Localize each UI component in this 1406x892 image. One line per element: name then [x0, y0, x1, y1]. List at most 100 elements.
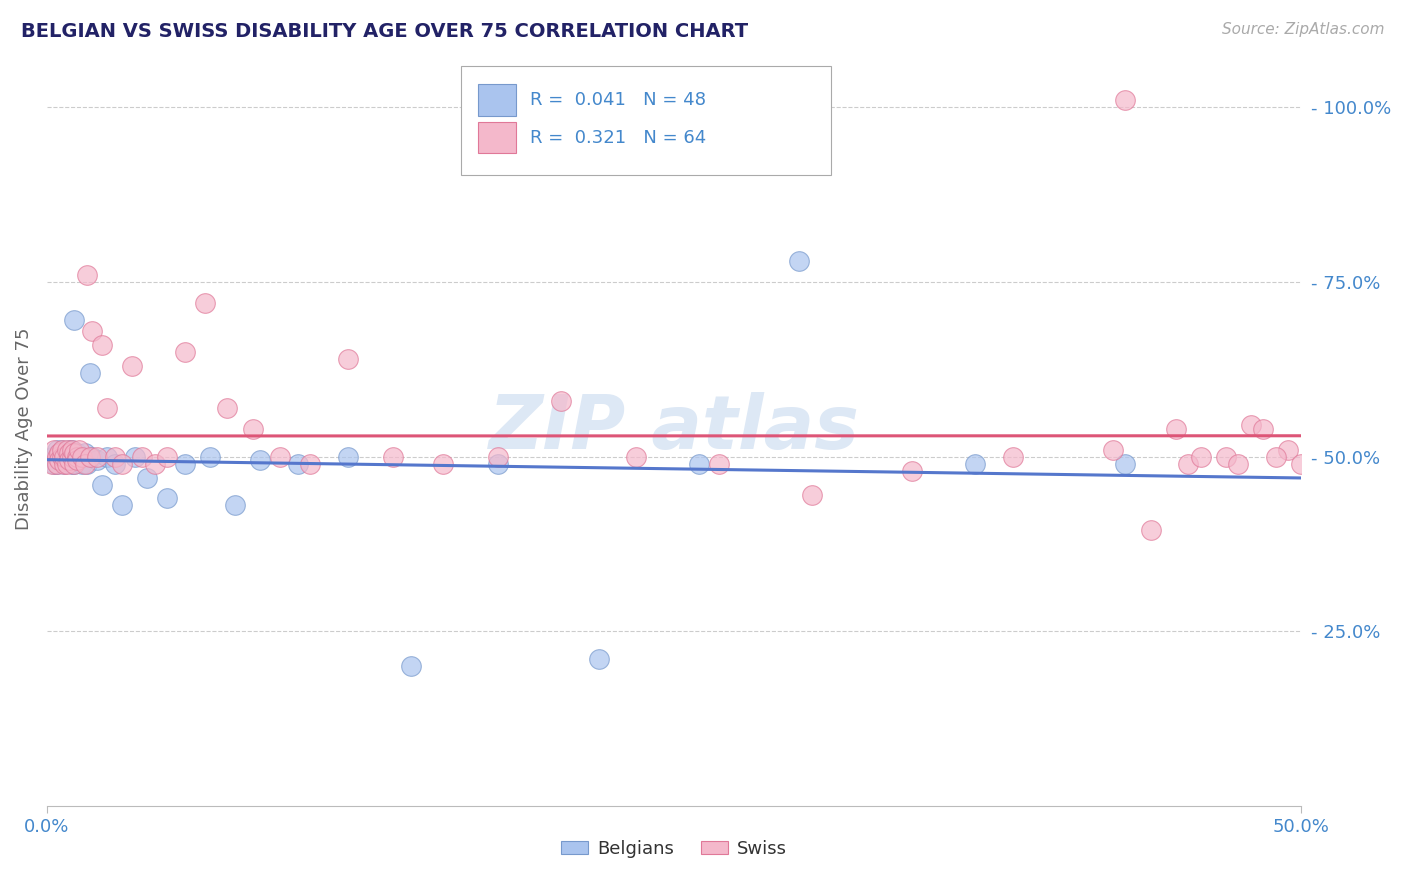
- Point: [626, 450, 648, 464]
- Point: [173, 344, 195, 359]
- Point: [76, 457, 98, 471]
- Point: [58, 450, 80, 464]
- Point: [156, 450, 179, 464]
- Point: [336, 450, 359, 464]
- Point: [41, 457, 63, 471]
- Point: [80, 324, 103, 338]
- Point: [44, 442, 66, 457]
- Point: [1102, 442, 1125, 457]
- Point: [51, 450, 73, 464]
- Point: [789, 253, 811, 268]
- Point: [48, 453, 70, 467]
- Point: [45, 457, 67, 471]
- Point: [79, 366, 101, 380]
- Point: [48, 446, 70, 460]
- Point: [143, 457, 166, 471]
- Point: [80, 450, 103, 464]
- Point: [51, 442, 73, 457]
- Point: [58, 453, 80, 467]
- Point: [56, 446, 79, 460]
- Point: [60, 450, 83, 464]
- Point: [1164, 421, 1187, 435]
- Point: [60, 457, 83, 471]
- Point: [382, 450, 405, 464]
- Text: R =  0.041   N = 48: R = 0.041 N = 48: [530, 91, 706, 109]
- Point: [60, 442, 83, 457]
- FancyBboxPatch shape: [461, 66, 831, 176]
- Point: [69, 442, 91, 457]
- Text: Source: ZipAtlas.com: Source: ZipAtlas.com: [1222, 22, 1385, 37]
- Point: [111, 457, 134, 471]
- Point: [73, 457, 96, 471]
- Text: BELGIAN VS SWISS DISABILITY AGE OVER 75 CORRELATION CHART: BELGIAN VS SWISS DISABILITY AGE OVER 75 …: [21, 22, 748, 41]
- Point: [131, 450, 153, 464]
- Point: [79, 450, 101, 464]
- Point: [173, 457, 195, 471]
- Point: [1177, 457, 1199, 471]
- FancyBboxPatch shape: [478, 84, 516, 116]
- Point: [336, 351, 359, 366]
- Point: [63, 457, 86, 471]
- Point: [96, 450, 118, 464]
- Point: [53, 450, 76, 464]
- Point: [63, 446, 86, 460]
- Point: [76, 268, 98, 282]
- Point: [249, 453, 271, 467]
- Point: [73, 446, 96, 460]
- Point: [66, 446, 89, 460]
- Point: [41, 450, 63, 464]
- Point: [91, 337, 114, 351]
- Point: [299, 457, 322, 471]
- Point: [269, 450, 291, 464]
- Point: [56, 453, 79, 467]
- Point: [60, 450, 83, 464]
- Text: ZIP atlas: ZIP atlas: [488, 392, 859, 465]
- Point: [51, 450, 73, 464]
- Point: [550, 393, 572, 408]
- Point: [56, 457, 79, 471]
- Point: [45, 450, 67, 464]
- Point: [104, 457, 127, 471]
- Point: [224, 499, 246, 513]
- Point: [45, 442, 67, 457]
- Point: [111, 499, 134, 513]
- Point: [1215, 450, 1237, 464]
- Point: [58, 446, 80, 460]
- Point: [156, 491, 179, 506]
- Y-axis label: Disability Age Over 75: Disability Age Over 75: [15, 327, 32, 530]
- Point: [66, 453, 89, 467]
- FancyBboxPatch shape: [478, 121, 516, 153]
- Point: [901, 463, 924, 477]
- Point: [486, 457, 509, 471]
- Point: [1227, 457, 1250, 471]
- Point: [70, 450, 93, 464]
- Point: [707, 457, 730, 471]
- Point: [1189, 450, 1212, 464]
- Point: [53, 450, 76, 464]
- Point: [86, 453, 108, 467]
- Point: [688, 457, 710, 471]
- Point: [63, 313, 86, 327]
- Point: [588, 652, 610, 666]
- Point: [91, 477, 114, 491]
- Point: [63, 457, 86, 471]
- Point: [56, 442, 79, 457]
- Point: [53, 457, 76, 471]
- Point: [194, 295, 217, 310]
- Point: [53, 457, 76, 471]
- Text: R =  0.321   N = 64: R = 0.321 N = 64: [530, 128, 706, 146]
- Point: [48, 446, 70, 460]
- Point: [800, 488, 823, 502]
- Point: [104, 450, 127, 464]
- Point: [124, 450, 146, 464]
- Point: [1114, 93, 1136, 107]
- Point: [1114, 457, 1136, 471]
- Point: [963, 457, 986, 471]
- Point: [48, 453, 70, 467]
- Point: [69, 450, 91, 464]
- Point: [287, 457, 309, 471]
- Point: [60, 442, 83, 457]
- Legend: Belgians, Swiss: Belgians, Swiss: [554, 833, 794, 865]
- Point: [1265, 450, 1288, 464]
- Point: [86, 450, 108, 464]
